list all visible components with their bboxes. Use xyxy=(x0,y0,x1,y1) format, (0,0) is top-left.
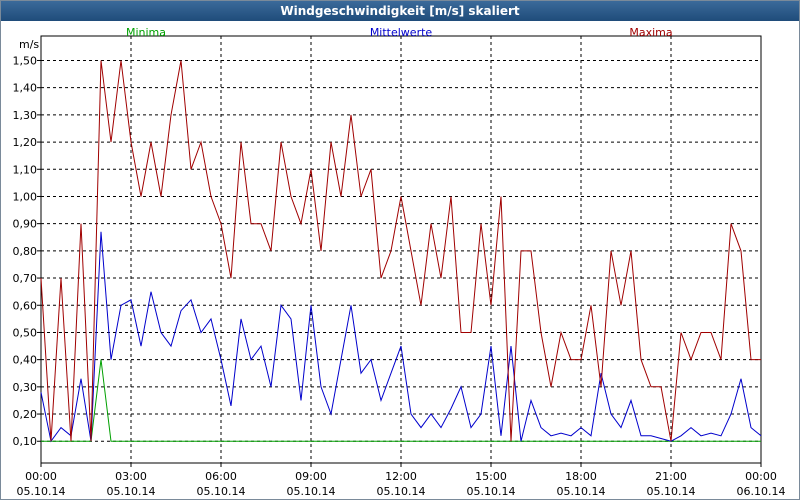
y-axis-unit: m/s xyxy=(19,38,39,51)
x-tick-label: 12:00 xyxy=(385,470,417,483)
y-tick-label: 1,00 xyxy=(13,190,38,203)
y-tick-label: 0,40 xyxy=(13,354,38,367)
series-line xyxy=(40,60,761,442)
x-tick-label: 03:00 xyxy=(115,470,147,483)
y-tick-label: 0,20 xyxy=(13,408,38,421)
legend-entry: Mittelwerte xyxy=(370,26,433,39)
series-line xyxy=(41,359,761,442)
x-tick-date: 05.10.14 xyxy=(107,485,156,498)
y-tick-label: 1,50 xyxy=(13,54,38,67)
y-tick-label: 1,10 xyxy=(13,163,38,176)
x-tick-date: 05.10.14 xyxy=(377,485,426,498)
x-tick-date: 05.10.14 xyxy=(17,485,66,498)
x-tick-label: 00:00 xyxy=(25,470,57,483)
y-tick-label: 0,30 xyxy=(13,381,38,394)
x-tick-label: 18:00 xyxy=(565,470,597,483)
y-tick-label: 1,20 xyxy=(13,136,38,149)
x-tick-date: 05.10.14 xyxy=(647,485,696,498)
series-line xyxy=(40,231,762,443)
x-tick-date: 05.10.14 xyxy=(557,485,606,498)
x-tick-date: 05.10.14 xyxy=(467,485,516,498)
y-tick-label: 1,40 xyxy=(13,82,38,95)
y-tick-label: 0,50 xyxy=(13,326,38,339)
x-tick-date: 06.10.14 xyxy=(737,485,786,498)
y-tick-label: 0,80 xyxy=(13,245,38,258)
x-tick-date: 05.10.14 xyxy=(197,485,246,498)
y-tick-label: 1,30 xyxy=(13,109,38,122)
y-tick-label: 0,10 xyxy=(13,435,38,448)
x-tick-label: 21:00 xyxy=(655,470,687,483)
chart-title: Windgeschwindigkeit [m/s] skaliert xyxy=(1,1,799,21)
legend-entry: Minima xyxy=(126,26,166,39)
x-tick-label: 15:00 xyxy=(475,470,507,483)
legend-entry: Maxima xyxy=(629,26,672,39)
x-tick-date: 05.10.14 xyxy=(287,485,336,498)
x-tick-label: 00:00 xyxy=(745,470,777,483)
y-tick-label: 0,70 xyxy=(13,272,38,285)
x-tick-label: 09:00 xyxy=(295,470,327,483)
x-tick-label: 06:00 xyxy=(205,470,237,483)
y-tick-label: 0,60 xyxy=(13,299,38,312)
y-tick-label: 0,90 xyxy=(13,218,38,231)
